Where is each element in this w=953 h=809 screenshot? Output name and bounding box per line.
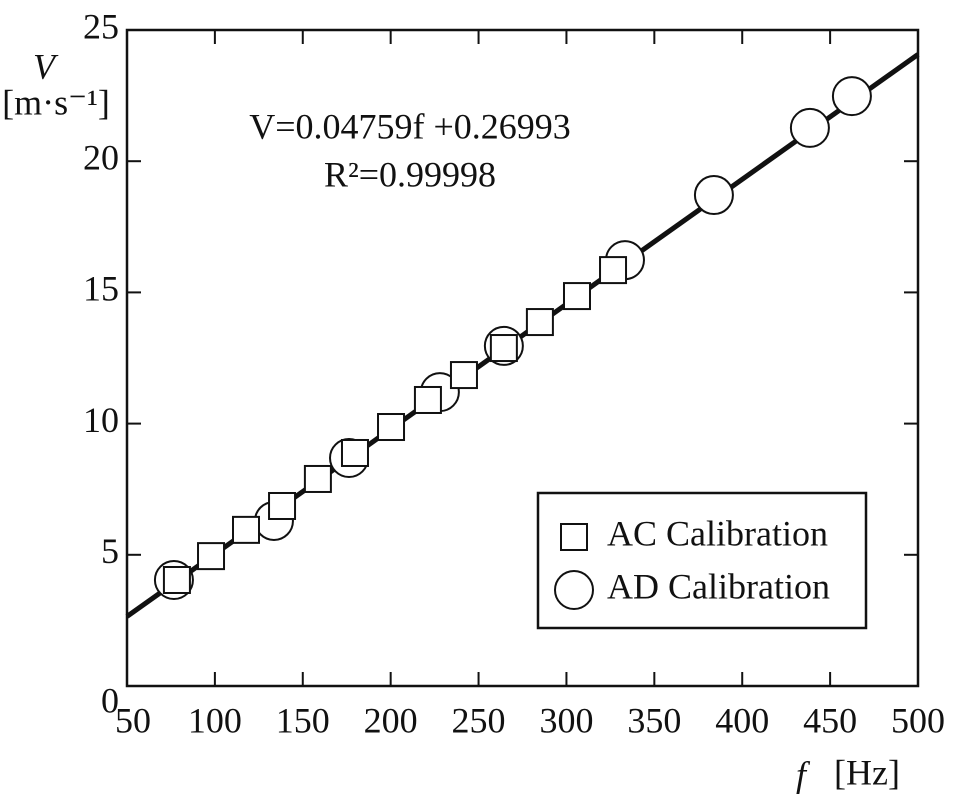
y-axis-unit: [m·s⁻¹] (2, 82, 110, 122)
x-tick-label: 100 (188, 700, 242, 740)
legend-marker (560, 523, 588, 551)
plot-frame (125, 28, 920, 688)
x-axis-unit: [Hz] (834, 752, 900, 792)
square-point (489, 334, 518, 363)
square-point (377, 413, 406, 442)
legend-label: AC Calibration (607, 513, 828, 553)
x-tick-label: 500 (891, 700, 945, 740)
circle-point (831, 76, 872, 117)
y-tick-label: 15 (83, 269, 119, 309)
square-point (413, 385, 442, 414)
y-tick-label: 0 (101, 680, 119, 720)
square-point (449, 361, 478, 390)
y-tick-label: 20 (83, 137, 119, 177)
r-squared: R²=0.99998 (324, 154, 496, 194)
square-point (562, 282, 591, 311)
square-point (340, 438, 369, 467)
legend-label: AD Calibration (607, 566, 830, 606)
y-tick-label: 5 (101, 531, 119, 571)
x-tick-label: 200 (364, 700, 418, 740)
y-tick-label: 10 (83, 400, 119, 440)
y-axis-symbol: V (33, 46, 59, 86)
x-tick-label: 150 (276, 700, 330, 740)
legend-box (536, 491, 868, 630)
x-tick-label: 400 (715, 700, 769, 740)
fit-equation: V=0.04759f +0.26993 (249, 106, 571, 146)
y-tick-label: 25 (83, 6, 119, 46)
x-tick-label: 250 (452, 700, 506, 740)
x-tick-label: 450 (803, 700, 857, 740)
square-point (232, 515, 261, 544)
square-point (525, 308, 554, 337)
square-point (162, 565, 191, 594)
square-point (303, 464, 332, 493)
x-tick-label: 300 (539, 700, 593, 740)
x-tick-label: 350 (627, 700, 681, 740)
circle-point (789, 107, 830, 148)
circle-point (693, 175, 734, 216)
x-axis-symbol: f (796, 754, 811, 794)
x-tick-label: 50 (115, 700, 151, 740)
square-point (599, 256, 628, 285)
square-point (268, 491, 297, 520)
legend-marker (554, 570, 594, 610)
square-point (197, 542, 226, 571)
